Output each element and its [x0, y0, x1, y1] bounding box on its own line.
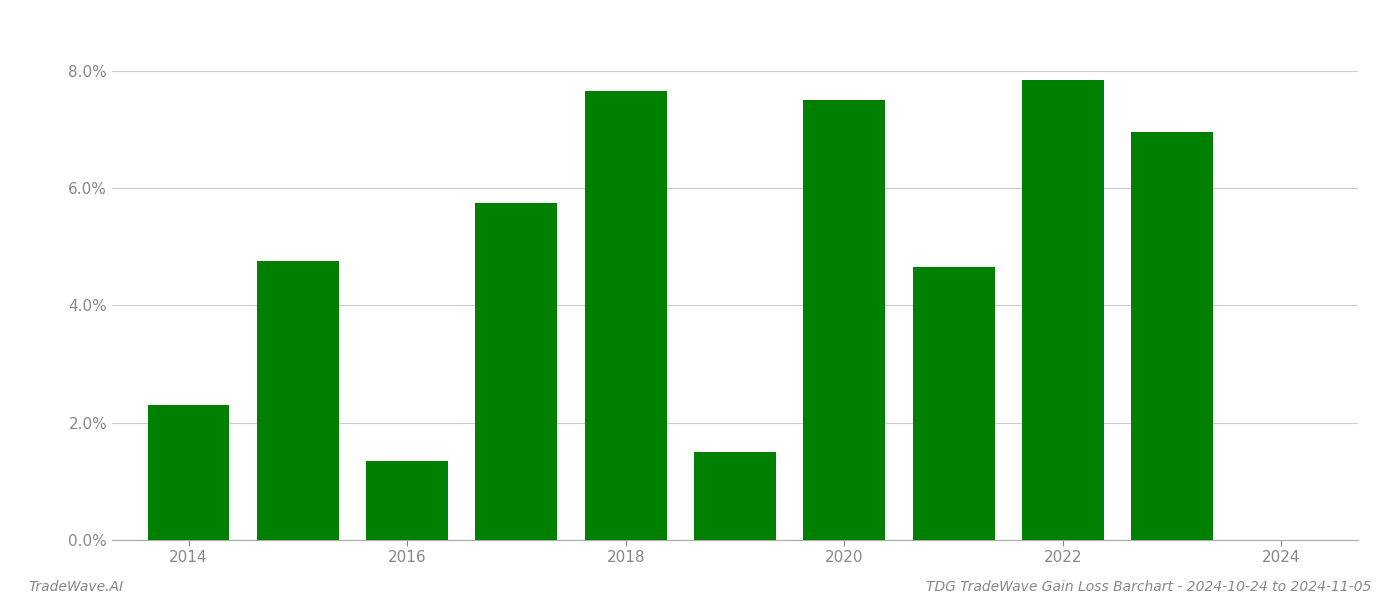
Bar: [1022, 80, 1103, 540]
Bar: [1131, 133, 1214, 540]
Bar: [804, 100, 885, 540]
Bar: [147, 405, 230, 540]
Bar: [585, 91, 666, 540]
Bar: [476, 203, 557, 540]
Text: TradeWave.AI: TradeWave.AI: [28, 580, 123, 594]
Bar: [913, 268, 994, 540]
Text: TDG TradeWave Gain Loss Barchart - 2024-10-24 to 2024-11-05: TDG TradeWave Gain Loss Barchart - 2024-…: [927, 580, 1372, 594]
Bar: [367, 461, 448, 540]
Bar: [694, 452, 776, 540]
Bar: [256, 262, 339, 540]
